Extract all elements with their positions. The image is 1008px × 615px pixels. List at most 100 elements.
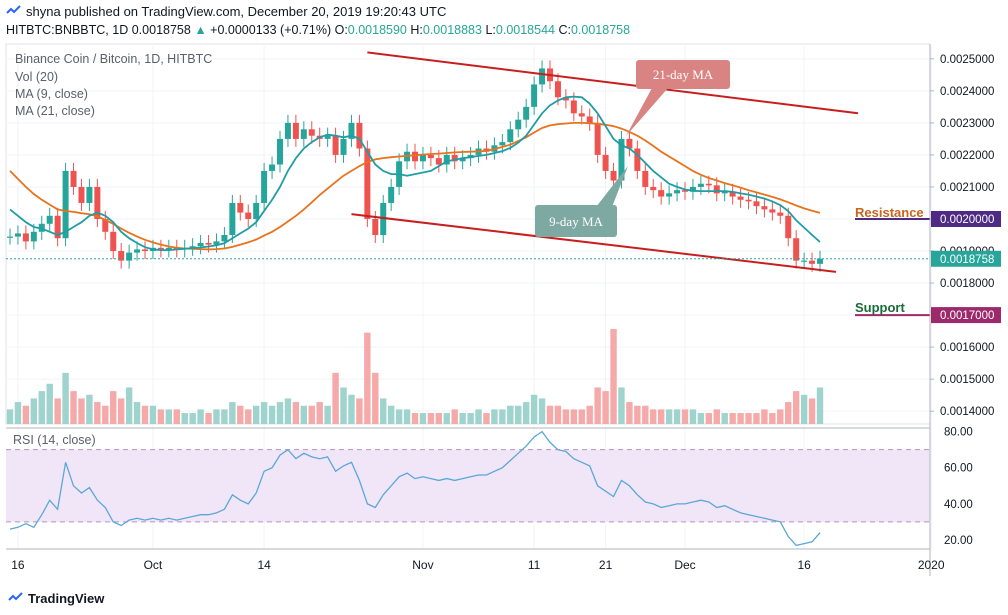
candle-body[interactable] — [602, 154, 609, 171]
candle-body[interactable] — [78, 186, 85, 203]
candle-body[interactable] — [682, 190, 688, 192]
candle-body[interactable] — [86, 186, 93, 203]
candle-body[interactable] — [324, 135, 331, 139]
candle-body[interactable] — [54, 215, 61, 239]
candle-body[interactable] — [284, 122, 291, 139]
candle-body[interactable] — [523, 106, 530, 120]
candle-body[interactable] — [761, 206, 768, 210]
candle-body[interactable] — [356, 122, 363, 149]
candle-body[interactable] — [769, 209, 776, 213]
candle-body[interactable] — [229, 202, 236, 235]
candle-body[interactable] — [562, 97, 569, 101]
candle-body[interactable] — [705, 183, 712, 186]
candle-body[interactable] — [801, 260, 808, 262]
candle-body[interactable] — [253, 202, 260, 219]
candle-body[interactable] — [531, 84, 538, 107]
candle-body[interactable] — [205, 243, 212, 245]
candle-body[interactable] — [610, 170, 617, 181]
candle-body[interactable] — [785, 215, 792, 239]
candle-body[interactable] — [689, 186, 696, 192]
candle-body[interactable] — [380, 202, 387, 235]
candle-body[interactable] — [94, 186, 101, 219]
candles[interactable] — [7, 60, 823, 272]
candle-body[interactable] — [745, 199, 752, 202]
candle-body[interactable] — [515, 119, 522, 130]
candle-body[interactable] — [634, 148, 641, 171]
candle-body[interactable] — [300, 129, 307, 139]
candle-body[interactable] — [22, 233, 29, 242]
candle-body[interactable] — [507, 129, 514, 143]
candle-body[interactable] — [674, 190, 681, 194]
candle-body[interactable] — [372, 218, 379, 235]
candle-body[interactable] — [435, 158, 442, 165]
candle-body[interactable] — [729, 191, 736, 197]
candle-body[interactable] — [642, 170, 649, 187]
volume-bar — [395, 409, 403, 424]
candle-body[interactable] — [499, 142, 506, 146]
candle-body[interactable] — [427, 154, 434, 159]
candle-body[interactable] — [697, 183, 704, 187]
candle-body[interactable] — [157, 247, 164, 250]
candle-body[interactable] — [197, 243, 204, 247]
upper-trendline[interactable] — [367, 51, 859, 115]
candle-body[interactable] — [554, 81, 561, 98]
candle-body[interactable] — [650, 186, 657, 191]
candle-body[interactable] — [737, 196, 744, 200]
candle-body[interactable] — [666, 193, 673, 197]
candle-body[interactable] — [419, 154, 426, 162]
candle-body[interactable] — [46, 215, 53, 224]
candle-body[interactable] — [269, 164, 276, 171]
lower-trendline[interactable] — [351, 213, 837, 273]
candle-body[interactable] — [213, 241, 220, 245]
candle-body[interactable] — [618, 138, 625, 181]
candle-body[interactable] — [388, 186, 395, 203]
candle-body[interactable] — [348, 122, 355, 139]
candle-body[interactable] — [340, 138, 347, 155]
candle-body[interactable] — [7, 236, 13, 238]
candle-body[interactable] — [308, 129, 315, 136]
candle-body[interactable] — [594, 122, 601, 155]
trendlines[interactable] — [6, 51, 930, 317]
candle-body[interactable] — [451, 154, 458, 162]
candle-body[interactable] — [14, 233, 21, 237]
candle-body[interactable] — [459, 158, 466, 162]
candle-body[interactable] — [412, 151, 418, 162]
candle-body[interactable] — [70, 170, 77, 187]
candle-body[interactable] — [134, 249, 141, 253]
candle-body[interactable] — [237, 202, 244, 213]
candle-body[interactable] — [753, 201, 760, 207]
candle-body[interactable] — [142, 249, 148, 252]
candle-body[interactable] — [118, 251, 125, 261]
candle-body[interactable] — [817, 258, 823, 264]
candle-body[interactable] — [570, 100, 577, 114]
candle-body[interactable] — [332, 135, 339, 155]
candle-body[interactable] — [165, 247, 172, 250]
symbol-label[interactable]: HITBTC:BNBBTC, 1D — [6, 23, 129, 37]
candle-body[interactable] — [30, 231, 37, 242]
candle-body[interactable] — [721, 191, 728, 194]
candle-body[interactable] — [777, 212, 784, 216]
candle-body[interactable] — [586, 116, 593, 123]
candle-body[interactable] — [102, 218, 109, 232]
candle-body[interactable] — [245, 212, 252, 219]
candle-body[interactable] — [221, 235, 228, 242]
candle-body[interactable] — [809, 260, 816, 264]
candle-body[interactable] — [189, 246, 196, 248]
candle-body[interactable] — [62, 170, 69, 239]
candle-body[interactable] — [578, 113, 585, 117]
candle-body[interactable] — [539, 68, 546, 85]
candle-body[interactable] — [292, 122, 299, 139]
candle-body[interactable] — [110, 231, 117, 252]
footer-brand[interactable]: TradingView — [8, 591, 104, 606]
candle-body[interactable] — [713, 185, 720, 194]
candle-body[interactable] — [793, 238, 800, 261]
candle-body[interactable] — [658, 190, 665, 197]
volume-bar — [594, 387, 601, 424]
candle-body[interactable] — [364, 148, 371, 219]
candle-body[interactable] — [277, 138, 283, 165]
candle-body[interactable] — [126, 252, 133, 261]
candle-body[interactable] — [443, 154, 450, 165]
candle-body[interactable] — [626, 138, 633, 149]
candle-body[interactable] — [261, 170, 268, 203]
